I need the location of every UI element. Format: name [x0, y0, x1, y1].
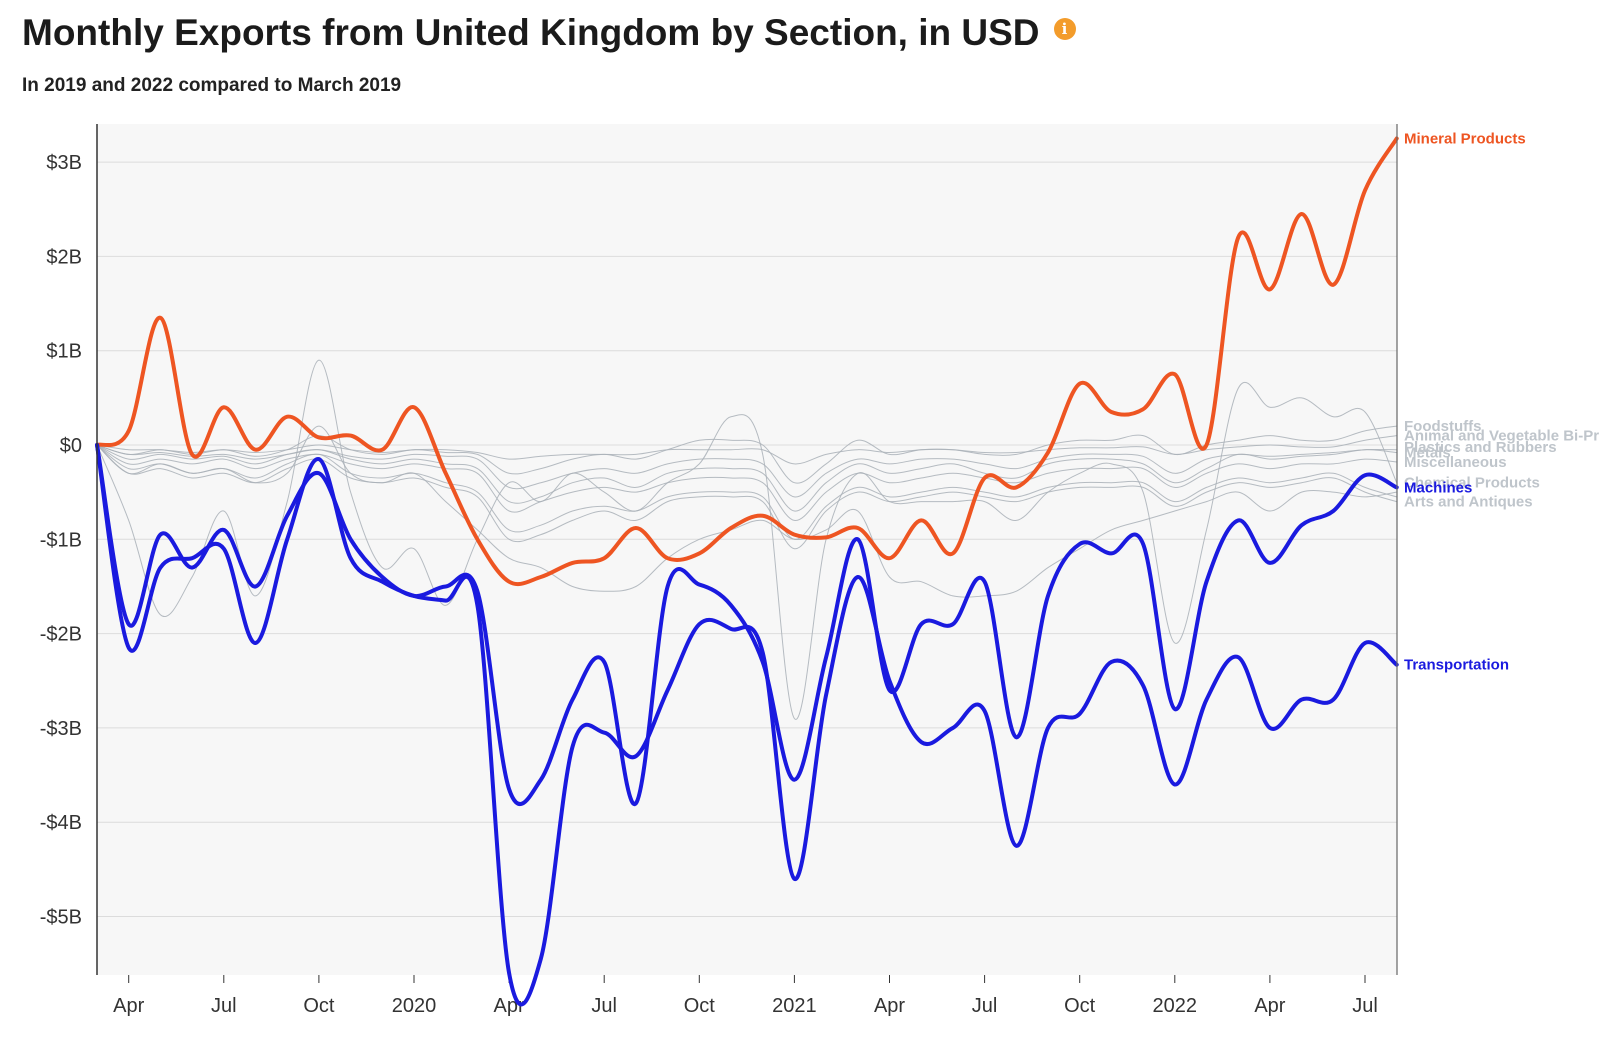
- x-tick-label: Apr: [1254, 995, 1285, 1017]
- plot-background: [97, 124, 1397, 975]
- x-tick-label: Oct: [684, 995, 716, 1017]
- x-tick-label: Apr: [874, 995, 905, 1017]
- y-tick-label: $3B: [46, 152, 82, 174]
- x-tick-label: Jul: [972, 995, 998, 1017]
- series-line-chemical-products[interactable]: [96, 359, 1398, 720]
- x-tick-label: Apr: [113, 995, 144, 1017]
- chart-subtitle: In 2019 and 2022 compared to March 2019: [22, 75, 402, 96]
- series-line-mineral-products[interactable]: [95, 136, 1399, 587]
- y-tick-label: -$2B: [40, 624, 82, 646]
- series-label-miscellaneous: Miscellaneous: [1404, 454, 1507, 471]
- x-tick-label: Oct: [1064, 995, 1096, 1017]
- series-label-mineral-products: Mineral Products: [1404, 131, 1526, 148]
- y-tick-label: $0: [60, 435, 82, 457]
- y-tick-label: -$3B: [40, 718, 82, 740]
- highlight-series: [95, 136, 1399, 1007]
- series-line-instruments[interactable]: [96, 444, 1397, 540]
- series-line-machines[interactable]: [95, 443, 1399, 807]
- series-label-transportation: Transportation: [1404, 657, 1509, 674]
- series-label-chemical-products: Chemical Products: [1404, 475, 1540, 492]
- series-label-metals: Metals: [1404, 445, 1451, 462]
- x-tick-label: Jul: [211, 995, 237, 1017]
- y-axis-ticks: $3B $2B $1B $0 -$1B -$2B -$3B -$4B -$5B: [40, 152, 82, 928]
- chart-title-text: Monthly Exports from United Kingdom by S…: [22, 12, 1040, 53]
- series-label-animal-and-vegetable-bi-products: Animal and Vegetable Bi-Products: [1404, 428, 1599, 445]
- series-label-machines: Machines: [1404, 479, 1472, 496]
- y-tick-label: -$1B: [40, 529, 82, 551]
- x-tick-label: 2020: [392, 995, 437, 1017]
- series-label-arts-and-antiques: Arts and Antiques: [1404, 494, 1533, 511]
- series-line-animal-and-vegetable-bi-products[interactable]: [96, 435, 1397, 465]
- y-tick-label: $2B: [46, 246, 82, 268]
- series-line-precious-metals[interactable]: [96, 425, 1397, 598]
- x-tick-label: Oct: [303, 995, 335, 1017]
- info-icon[interactable]: i: [1053, 18, 1076, 40]
- y-tick-label: -$4B: [40, 812, 82, 834]
- x-tick-label: Jul: [1352, 995, 1378, 1017]
- series-label-plastics-and-rubbers: Plastics and Rubbers: [1404, 439, 1557, 456]
- y-tick-label: -$5B: [40, 907, 82, 929]
- series-label-foodstuffs: Foodstuffs: [1404, 418, 1481, 435]
- chart-title: Monthly Exports from United Kingdom by S…: [22, 12, 1076, 54]
- background-series: [96, 359, 1398, 720]
- x-tick-label: 2021: [772, 995, 817, 1017]
- y-tick-label: $1B: [46, 341, 82, 363]
- series-line-metals[interactable]: [96, 444, 1397, 512]
- x-axis-ticks: Apr Jul Oct 2020 Apr Jul Oct 2021 Apr Jul Oct 2022 A…: [113, 975, 1378, 1017]
- x-tick-label: Jul: [591, 995, 617, 1017]
- x-tick-label: 2022: [1153, 995, 1198, 1017]
- series-line-transportation[interactable]: [95, 443, 1399, 1007]
